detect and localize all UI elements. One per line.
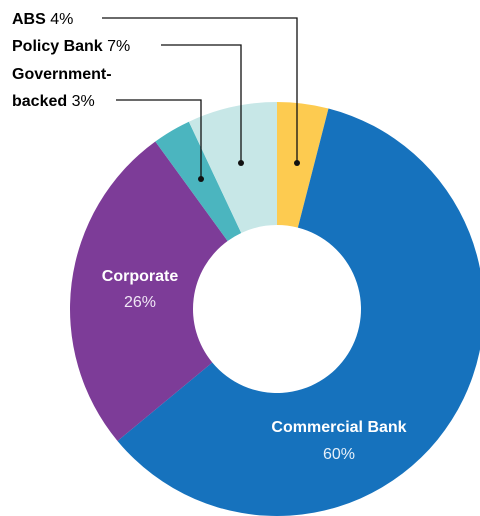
label-government-backed-name2: backed [12, 93, 67, 110]
label-policy-bank-value: 7% [107, 38, 130, 55]
label-abs: ABS 4% [12, 11, 73, 28]
leader-line-government-backed [116, 99, 202, 179]
label-government-backed-line1: Government- [12, 66, 112, 83]
donut-slices [69, 102, 480, 516]
leader-dot-abs [294, 160, 300, 166]
leader-line-abs [102, 17, 298, 163]
label-government-backed-value: 3% [72, 93, 95, 110]
label-commercial-bank-name: Commercial Bank [271, 419, 406, 436]
label-abs-value: 4% [50, 11, 73, 28]
label-corporate-name: Corporate [102, 268, 179, 285]
label-policy-bank: Policy Bank 7% [12, 38, 130, 55]
slice-corporate [69, 141, 228, 441]
slice-commercial-bank [117, 108, 480, 516]
leader-dot-government-backed [198, 176, 204, 182]
slice-policy-bank [188, 102, 277, 233]
label-government-backed-line2: backed 3% [12, 93, 95, 110]
slice-abs [277, 102, 329, 228]
label-policy-bank-name: Policy Bank [12, 38, 103, 55]
label-abs-name: ABS [12, 11, 46, 28]
label-corporate-value: 26% [124, 294, 156, 311]
leader-line-policy-bank [161, 44, 242, 163]
leader-lines [102, 17, 300, 182]
slice-government [155, 121, 242, 242]
label-commercial-bank-value: 60% [323, 446, 355, 463]
leader-dot-policy-bank [238, 160, 244, 166]
